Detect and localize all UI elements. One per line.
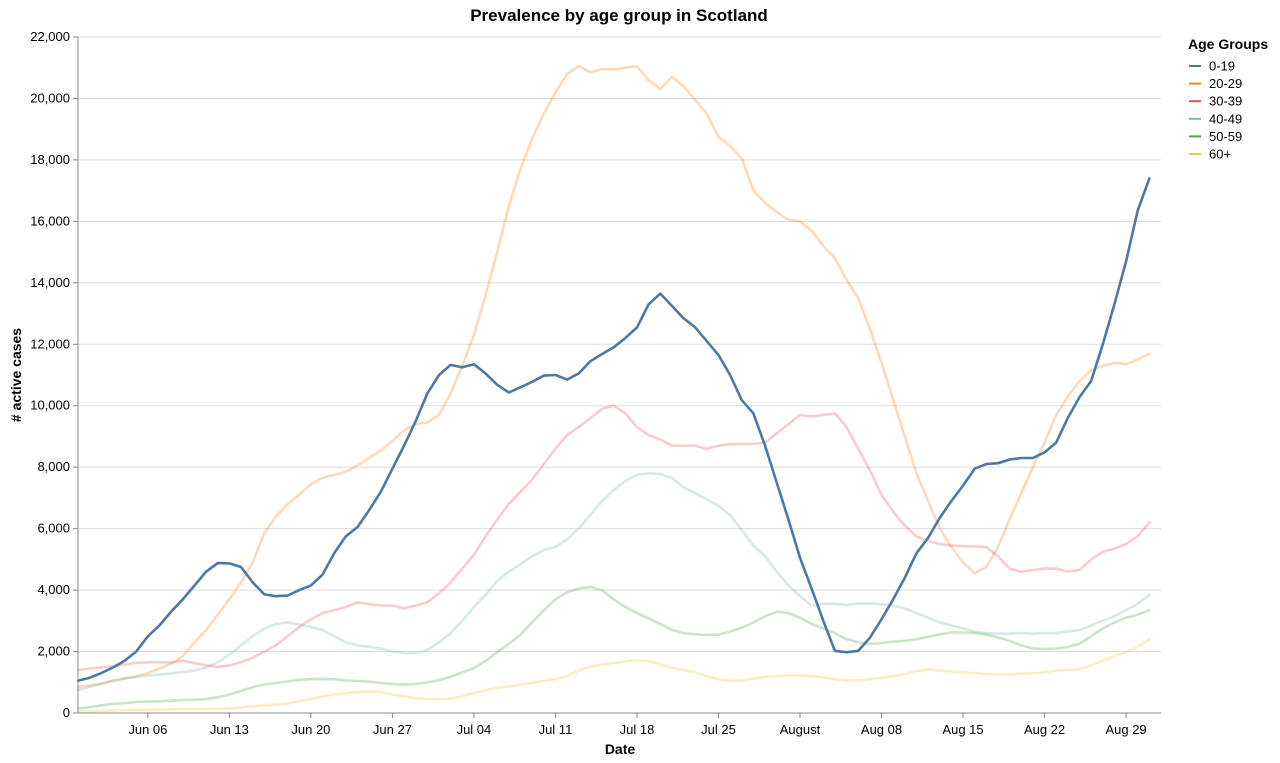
x-tick-label: Aug 29: [1105, 722, 1146, 737]
x-tick-label: Jun 20: [291, 722, 330, 737]
series-lines: [76, 64, 1151, 713]
legend-item-40-49: 40-49: [1189, 111, 1242, 126]
x-tick-label: Aug 15: [942, 722, 983, 737]
y-axis-ticks: 0 2,000 4,000 6,000 8,000 10,000 12,000 14,000 1…: [30, 29, 78, 720]
legend-label: 60+: [1209, 147, 1231, 162]
series-line-30-39: [76, 404, 1151, 672]
series-line-60+: [76, 638, 1151, 713]
legend-item-0-19: 0-19: [1189, 59, 1235, 74]
y-tick-label: 0: [63, 705, 70, 720]
y-tick-label: 16,000: [30, 213, 70, 228]
y-tick-label: 2,000: [37, 644, 70, 659]
y-tick-label: 12,000: [30, 336, 70, 351]
y-tick-label: 8,000: [37, 459, 70, 474]
x-tick-label: Jun 06: [128, 722, 167, 737]
chart-title: Prevalence by age group in Scotland: [470, 6, 768, 25]
y-tick-label: 22,000: [30, 29, 70, 44]
axes: [77, 37, 1161, 714]
x-axis-ticks: Jun 06 Jun 13 Jun 20 Jun 27 Jul 04 Jul 11 Jul …: [128, 713, 1147, 737]
legend-label: 30-39: [1209, 94, 1242, 109]
legend-item-20-29: 20-29: [1189, 76, 1242, 91]
y-axis-title: # active cases: [8, 328, 24, 422]
legend-item-50-59: 50-59: [1189, 129, 1242, 144]
x-tick-label: Jul 18: [620, 722, 655, 737]
legend: Age Groups 0-19 20-29 30-39 40-49 50-59 60+: [1188, 36, 1268, 162]
legend-items: 0-19 20-29 30-39 40-49 50-59 60+: [1189, 59, 1242, 162]
y-tick-label: 14,000: [30, 275, 70, 290]
legend-label: 20-29: [1209, 76, 1242, 91]
y-tick-label: 4,000: [37, 582, 70, 597]
series-line-50-59: [76, 585, 1151, 710]
legend-label: 50-59: [1209, 129, 1242, 144]
x-tick-label: Jun 13: [210, 722, 249, 737]
series-line-20-29: [76, 64, 1151, 689]
series-line-0-19: [76, 177, 1151, 682]
y-tick-label: 18,000: [30, 152, 70, 167]
x-tick-label: Jul 04: [457, 722, 492, 737]
legend-title: Age Groups: [1188, 36, 1268, 52]
y-tick-label: 6,000: [37, 521, 70, 536]
x-tick-label: Aug 08: [861, 722, 902, 737]
x-tick-label: August: [780, 722, 821, 737]
y-tick-label: 10,000: [30, 398, 70, 413]
x-tick-label: Jul 11: [539, 722, 573, 737]
x-tick-label: Jun 27: [373, 722, 412, 737]
legend-item-60+: 60+: [1189, 147, 1231, 162]
legend-label: 40-49: [1209, 111, 1242, 126]
series-line-40-49: [76, 472, 1151, 692]
y-tick-label: 20,000: [30, 90, 70, 105]
x-axis-title: Date: [605, 741, 636, 757]
x-tick-label: Aug 22: [1024, 722, 1065, 737]
x-tick-label: Jul 25: [701, 722, 736, 737]
legend-item-30-39: 30-39: [1189, 94, 1242, 109]
legend-label: 0-19: [1209, 59, 1235, 74]
